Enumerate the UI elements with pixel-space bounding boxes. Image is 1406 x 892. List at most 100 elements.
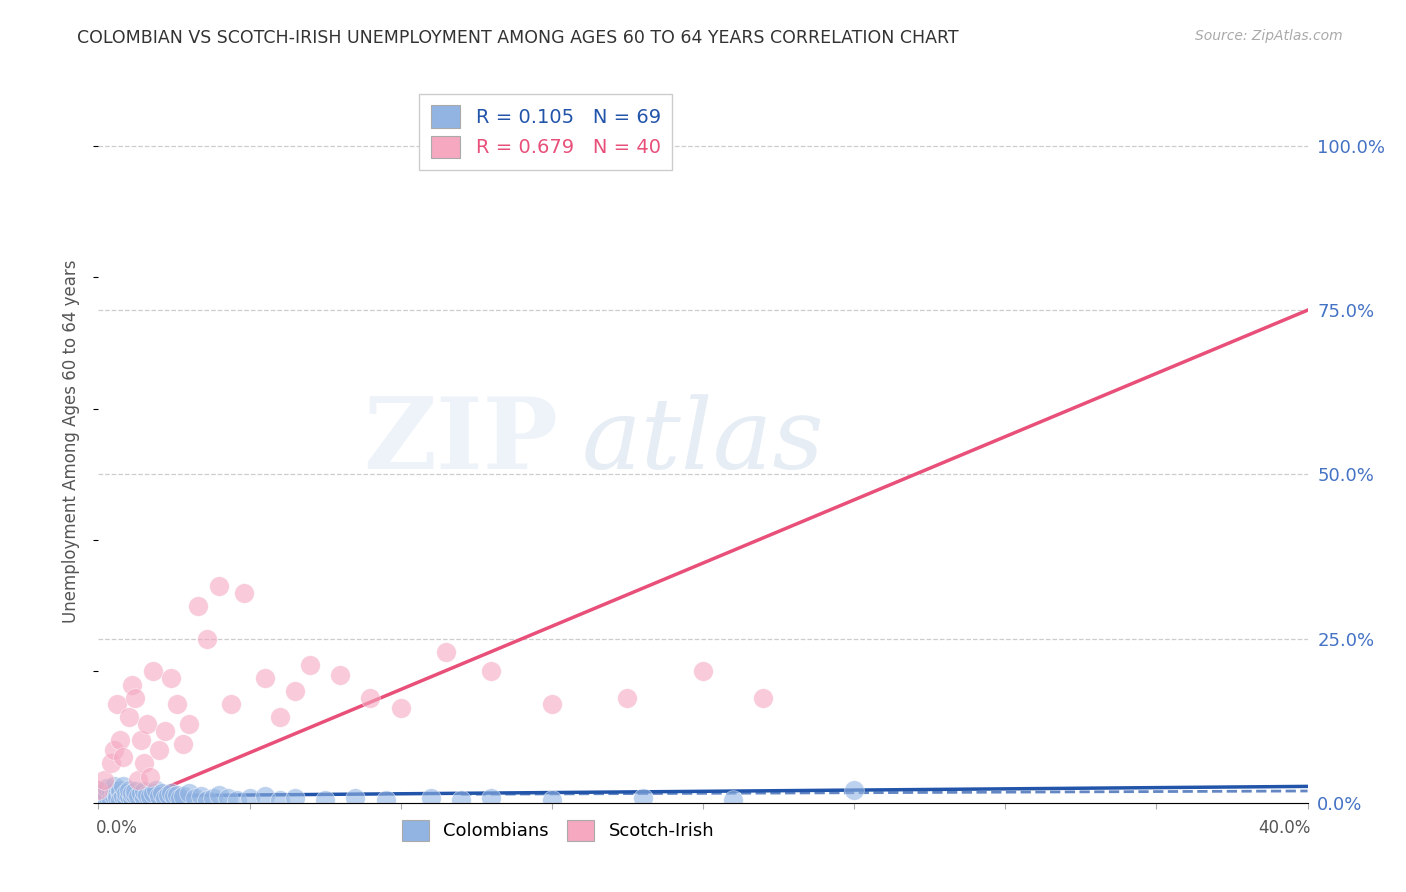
Text: 40.0%: 40.0% bbox=[1258, 819, 1310, 837]
Point bbox=[93, 790, 115, 805]
Point bbox=[284, 790, 307, 805]
Point bbox=[124, 788, 146, 802]
Point bbox=[195, 792, 218, 806]
Point bbox=[93, 784, 115, 798]
Point bbox=[105, 698, 128, 712]
Point bbox=[540, 792, 562, 806]
Point bbox=[329, 667, 352, 681]
Point bbox=[124, 784, 146, 798]
Point bbox=[166, 698, 188, 712]
Point bbox=[540, 698, 562, 712]
Point bbox=[96, 781, 118, 796]
Point bbox=[100, 786, 122, 800]
Text: COLOMBIAN VS SCOTCH-IRISH UNEMPLOYMENT AMONG AGES 60 TO 64 YEARS CORRELATION CHA: COLOMBIAN VS SCOTCH-IRISH UNEMPLOYMENT A… bbox=[77, 29, 959, 46]
Point bbox=[481, 790, 503, 805]
Point bbox=[87, 782, 110, 797]
Point bbox=[129, 733, 152, 747]
Point bbox=[752, 690, 775, 705]
Point bbox=[314, 792, 336, 806]
Point bbox=[420, 790, 443, 805]
Point bbox=[153, 790, 176, 805]
Point bbox=[87, 792, 110, 806]
Point bbox=[114, 786, 136, 800]
Point bbox=[239, 790, 262, 805]
Point bbox=[132, 756, 155, 771]
Point bbox=[172, 789, 194, 804]
Point bbox=[344, 790, 367, 805]
Point bbox=[160, 786, 183, 800]
Point bbox=[93, 772, 115, 787]
Point bbox=[844, 782, 866, 797]
Point bbox=[616, 690, 638, 705]
Point bbox=[103, 784, 125, 798]
Point bbox=[389, 700, 412, 714]
Point bbox=[184, 790, 207, 805]
Point bbox=[118, 789, 141, 804]
Point bbox=[374, 792, 396, 806]
Point bbox=[434, 645, 457, 659]
Point bbox=[208, 579, 231, 593]
Point bbox=[148, 789, 170, 804]
Point bbox=[108, 733, 131, 747]
Point bbox=[208, 788, 231, 802]
Point bbox=[103, 780, 125, 794]
Point bbox=[100, 756, 122, 771]
Text: 0.0%: 0.0% bbox=[96, 819, 138, 837]
Point bbox=[190, 789, 212, 804]
Point bbox=[139, 789, 162, 804]
Point bbox=[195, 632, 218, 646]
Point bbox=[87, 786, 110, 800]
Point bbox=[217, 790, 239, 805]
Point bbox=[145, 782, 167, 797]
Point bbox=[100, 792, 122, 806]
Point bbox=[232, 585, 254, 599]
Point bbox=[132, 784, 155, 798]
Point bbox=[111, 789, 134, 804]
Point bbox=[135, 717, 157, 731]
Point bbox=[360, 690, 382, 705]
Point bbox=[135, 788, 157, 802]
Point bbox=[692, 665, 714, 679]
Point bbox=[142, 786, 165, 800]
Point bbox=[105, 788, 128, 802]
Point bbox=[105, 790, 128, 805]
Point bbox=[108, 786, 131, 800]
Point bbox=[160, 671, 183, 685]
Point bbox=[163, 789, 186, 804]
Point bbox=[124, 690, 146, 705]
Point bbox=[90, 788, 112, 802]
Point bbox=[723, 792, 745, 806]
Point bbox=[153, 723, 176, 738]
Point bbox=[148, 743, 170, 757]
Point bbox=[202, 790, 225, 805]
Point bbox=[139, 770, 162, 784]
Point bbox=[269, 792, 291, 806]
Point bbox=[127, 789, 149, 804]
Text: atlas: atlas bbox=[582, 394, 825, 489]
Point bbox=[111, 749, 134, 764]
Point bbox=[118, 710, 141, 724]
Point bbox=[142, 665, 165, 679]
Point bbox=[253, 789, 276, 804]
Point bbox=[121, 786, 143, 800]
Point bbox=[179, 717, 201, 731]
Text: ZIP: ZIP bbox=[363, 393, 558, 490]
Text: Source: ZipAtlas.com: Source: ZipAtlas.com bbox=[1195, 29, 1343, 43]
Point bbox=[111, 780, 134, 794]
Point bbox=[87, 782, 110, 797]
Point bbox=[96, 789, 118, 804]
Y-axis label: Unemployment Among Ages 60 to 64 years: Unemployment Among Ages 60 to 64 years bbox=[62, 260, 80, 624]
Point bbox=[631, 790, 654, 805]
Point bbox=[108, 792, 131, 806]
Point bbox=[187, 599, 209, 613]
Point bbox=[121, 677, 143, 691]
Point bbox=[179, 786, 201, 800]
Point bbox=[156, 788, 179, 802]
Point bbox=[132, 790, 155, 805]
Point bbox=[103, 789, 125, 804]
Point bbox=[118, 782, 141, 797]
Point bbox=[166, 788, 188, 802]
Point bbox=[150, 786, 173, 800]
Point bbox=[108, 782, 131, 797]
Point bbox=[226, 792, 249, 806]
